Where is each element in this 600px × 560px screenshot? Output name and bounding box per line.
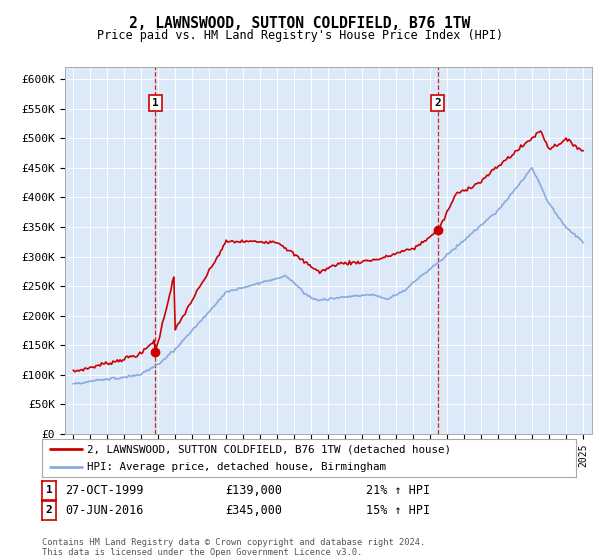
Text: 1: 1: [152, 97, 159, 108]
Text: 27-OCT-1999: 27-OCT-1999: [65, 484, 143, 497]
Text: HPI: Average price, detached house, Birmingham: HPI: Average price, detached house, Birm…: [88, 462, 386, 472]
Text: 1: 1: [46, 486, 53, 495]
Text: £345,000: £345,000: [225, 504, 282, 517]
Text: Price paid vs. HM Land Registry's House Price Index (HPI): Price paid vs. HM Land Registry's House …: [97, 29, 503, 42]
Text: 21% ↑ HPI: 21% ↑ HPI: [366, 484, 430, 497]
Text: 2: 2: [46, 506, 53, 515]
Text: £139,000: £139,000: [225, 484, 282, 497]
Text: Contains HM Land Registry data © Crown copyright and database right 2024.
This d: Contains HM Land Registry data © Crown c…: [42, 538, 425, 557]
Text: 2, LAWNSWOOD, SUTTON COLDFIELD, B76 1TW (detached house): 2, LAWNSWOOD, SUTTON COLDFIELD, B76 1TW …: [88, 444, 451, 454]
Text: 15% ↑ HPI: 15% ↑ HPI: [366, 504, 430, 517]
Text: 07-JUN-2016: 07-JUN-2016: [65, 504, 143, 517]
Text: 2, LAWNSWOOD, SUTTON COLDFIELD, B76 1TW: 2, LAWNSWOOD, SUTTON COLDFIELD, B76 1TW: [130, 16, 470, 31]
Text: 2: 2: [434, 97, 441, 108]
